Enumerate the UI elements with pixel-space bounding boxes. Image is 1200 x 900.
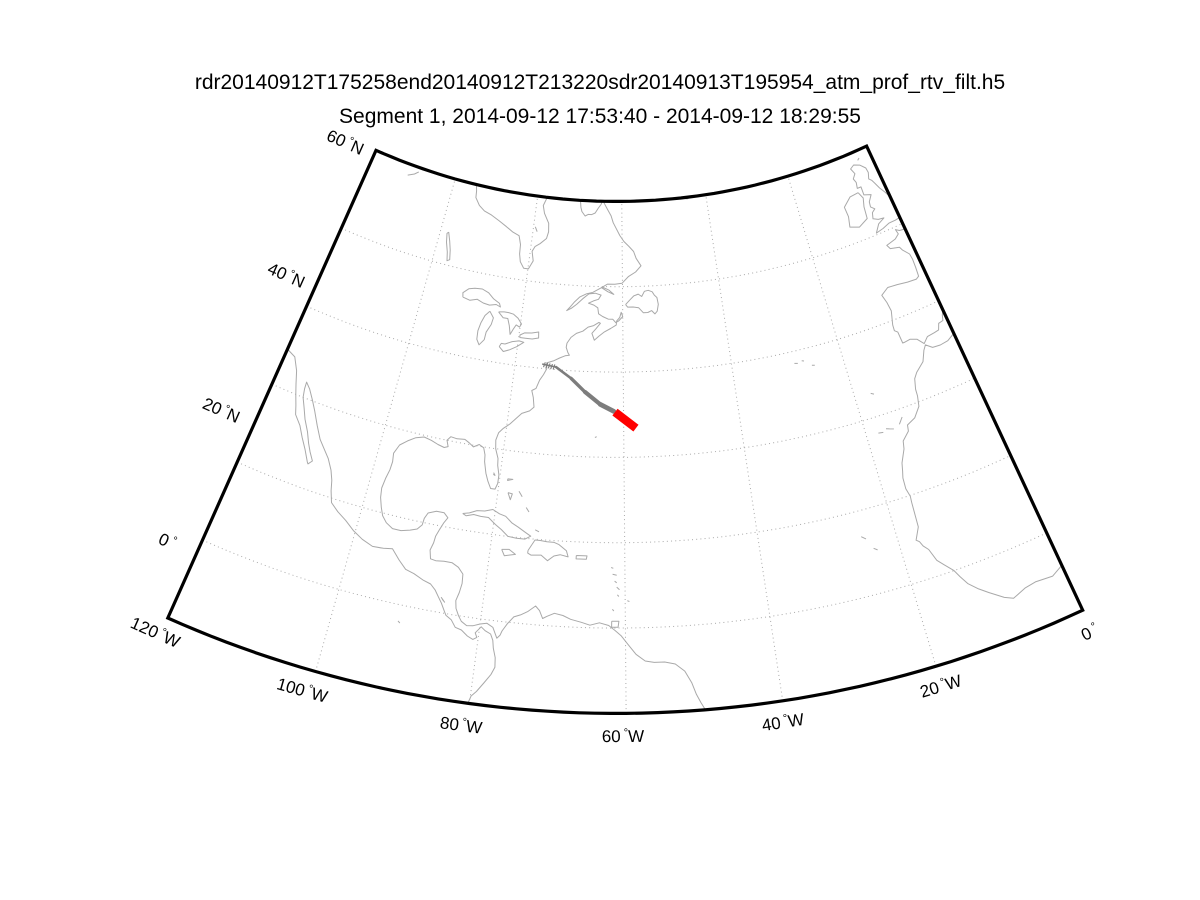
coastline-lake-winnipeg bbox=[446, 231, 451, 262]
coastline-cape-verde-2 bbox=[873, 547, 878, 551]
coastline-andros-bahamas bbox=[507, 492, 513, 501]
coastline-martinique bbox=[616, 586, 620, 591]
coastline-lake-nicaragua bbox=[440, 596, 446, 603]
coastline-jamaica bbox=[501, 548, 516, 557]
plot-title: rdr20140912T175258end20140912T213220sdr2… bbox=[194, 71, 1006, 94]
track-tick-mark bbox=[542, 362, 546, 368]
coastline-orkney bbox=[857, 157, 860, 161]
coastline-newfoundland bbox=[625, 289, 659, 315]
coastline-cuba bbox=[462, 509, 532, 540]
coastline-lake-athabasca bbox=[407, 171, 420, 176]
coastline-cape-verde-1 bbox=[860, 536, 867, 540]
coastline-great-britain bbox=[850, 164, 901, 234]
coastline-lake-michigan bbox=[476, 310, 494, 346]
coastline-st-lucia bbox=[617, 594, 620, 597]
ground-track bbox=[542, 362, 639, 432]
coastline-ireland bbox=[843, 192, 868, 228]
coastline-canaries-3 bbox=[898, 416, 903, 425]
track-gray-segment bbox=[569, 376, 587, 394]
coastline-france-iberia bbox=[881, 228, 944, 345]
coastline-ungava bbox=[580, 200, 603, 217]
track-gray-segment bbox=[582, 389, 603, 407]
plot-subtitle: Segment 1, 2014-09-12 17:53:40 - 2014-09… bbox=[339, 105, 861, 128]
coastline-guadeloupe bbox=[612, 573, 617, 576]
track-tick-mark bbox=[552, 364, 556, 370]
meridian-line bbox=[468, 196, 539, 704]
coastline-pacific-mexico-centralamerica bbox=[287, 348, 496, 704]
coastline-atlantic-caribbean-eastcoast-labrador bbox=[380, 201, 706, 711]
coastline-eleuthera bbox=[518, 491, 523, 498]
parallel-line bbox=[306, 300, 939, 373]
coastline-trinidad bbox=[611, 620, 620, 628]
coastline-puerto-rico bbox=[575, 555, 588, 560]
coastline-belcher-islands bbox=[534, 226, 538, 232]
map-border bbox=[165, 143, 1085, 716]
track-tick-mark bbox=[547, 363, 551, 369]
coastline-barbados bbox=[627, 600, 630, 602]
meridian-line bbox=[315, 178, 456, 672]
coastline-lake-ontario bbox=[519, 331, 540, 340]
coastline-canaries-1 bbox=[878, 431, 884, 434]
coastlines bbox=[287, 157, 1063, 711]
coastline-lake-superior bbox=[462, 287, 501, 308]
coastline-lake-okeechobee bbox=[493, 472, 496, 476]
coastline-cocos-island bbox=[397, 620, 401, 624]
coastline-lake-erie bbox=[498, 340, 525, 352]
coastline-anticosti bbox=[600, 286, 615, 295]
coastline-hispaniola bbox=[527, 539, 569, 562]
coastline-inagua bbox=[534, 529, 540, 533]
coastline-bermuda bbox=[594, 436, 597, 438]
coastline-lake-huron bbox=[498, 311, 522, 335]
coastline-africa-west bbox=[901, 332, 1063, 599]
coastline-grenada bbox=[612, 608, 615, 612]
coastline-grand-bahama bbox=[507, 478, 514, 481]
track-tick-mark bbox=[550, 363, 553, 370]
coastline-madeira bbox=[870, 392, 875, 395]
coastline-hudson-bay bbox=[475, 184, 550, 270]
track-tick-mark bbox=[545, 362, 549, 369]
track-gray-segment bbox=[597, 401, 617, 414]
coastline-dominica bbox=[614, 580, 618, 584]
coastline-long-island-bahamas bbox=[525, 507, 530, 513]
track-segment-highlight bbox=[612, 408, 639, 432]
coastline-antigua bbox=[611, 567, 614, 569]
track-gray-segment bbox=[554, 365, 573, 380]
